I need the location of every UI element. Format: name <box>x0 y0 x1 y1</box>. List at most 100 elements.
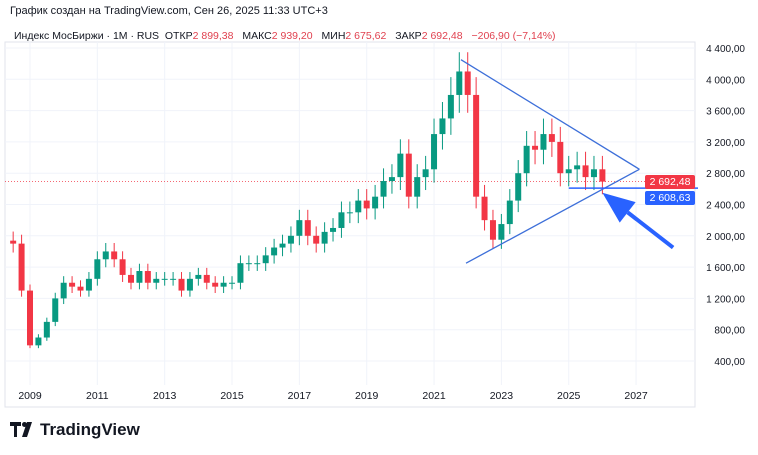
y-tick-label: 1 200,00 <box>706 294 745 305</box>
candle-body <box>94 259 101 279</box>
triangle-trendline <box>465 168 640 264</box>
arrow-shaft <box>626 210 675 250</box>
plot-border <box>4 41 696 408</box>
candle-body <box>262 255 269 264</box>
candle-body <box>178 278 185 291</box>
candle-body <box>321 231 328 244</box>
candle-body <box>85 278 92 291</box>
candle-body <box>119 259 126 275</box>
y-tick-label: 2 800,00 <box>706 169 745 180</box>
candle-body <box>220 282 227 287</box>
open-value: 2 899,38 <box>192 30 234 42</box>
candle-body <box>397 153 404 178</box>
candle-body <box>599 169 606 182</box>
candle-body <box>102 251 109 260</box>
y-tick-label: 4 400,00 <box>706 44 745 55</box>
x-tick-label: 2009 <box>18 390 42 402</box>
candle-body <box>439 118 446 135</box>
candle-body <box>144 271 151 283</box>
candle-body <box>271 247 278 256</box>
x-tick-label: 2011 <box>86 390 109 402</box>
candle-body <box>313 235 320 244</box>
candle-body <box>532 145 539 150</box>
candle-body <box>186 278 193 291</box>
candle-body <box>363 200 370 209</box>
x-tick-label: 2017 <box>288 390 312 402</box>
candle-body <box>52 298 59 322</box>
candle-body <box>10 240 17 244</box>
candle-body <box>431 134 438 170</box>
candle-body <box>590 169 597 178</box>
candle-body <box>229 282 236 284</box>
candle-body <box>60 282 67 299</box>
candle-body <box>35 337 42 346</box>
candle-body <box>548 134 555 142</box>
candle-body <box>212 282 219 287</box>
candle-body <box>422 169 429 178</box>
candle-body <box>153 278 160 283</box>
candle-body <box>447 94 454 119</box>
line-price-tag: 2 608,63 <box>645 191 695 205</box>
candle-body <box>346 212 353 214</box>
y-tick-label: 2 000,00 <box>706 232 745 243</box>
x-tick-label: 2025 <box>557 390 581 402</box>
candle-body <box>245 263 252 265</box>
candle-body <box>557 141 564 174</box>
close-value: 2 692,48 <box>421 30 463 42</box>
candle-body <box>355 200 362 213</box>
candle-body <box>69 282 76 287</box>
candle-body <box>388 177 395 182</box>
candle-body <box>27 290 33 346</box>
y-tick-label: 3 200,00 <box>706 138 745 149</box>
y-tick-label: 3 600,00 <box>706 107 745 118</box>
candle-body <box>237 263 244 283</box>
candle-body <box>254 263 261 265</box>
candle-body <box>287 235 294 244</box>
candle-body <box>338 212 345 228</box>
change-value: −206,90 (−7,14%) <box>471 30 556 42</box>
y-tick-label: 800,00 <box>714 326 745 337</box>
candle-body <box>304 220 311 236</box>
candle-body <box>456 71 463 95</box>
x-tick-label: 2013 <box>153 390 177 402</box>
candle-body <box>77 286 84 291</box>
candle-body <box>405 153 412 197</box>
chart-caption: График создан на TradingView.com, Сен 26… <box>10 5 328 17</box>
candle-body <box>473 94 480 197</box>
y-tick-label: 400,00 <box>714 357 745 368</box>
candle-body <box>203 274 210 283</box>
high-value: 2 939,20 <box>271 30 313 42</box>
candle-body <box>380 181 387 197</box>
high-label: МАКС <box>242 30 272 42</box>
symbol-legend: Индекс МосБиржи · 1M · RUS ОТКР2 899,38 … <box>14 30 562 42</box>
logo-text: TradingView <box>40 420 140 439</box>
x-tick-label: 2023 <box>490 390 514 402</box>
x-tick-label: 2015 <box>220 390 244 402</box>
candle-body <box>489 220 496 240</box>
candle-body <box>111 251 118 260</box>
triangle-trendline <box>460 59 640 170</box>
candle-body <box>128 274 135 283</box>
y-tick-label: 2 400,00 <box>706 201 745 212</box>
candle-body <box>506 200 513 225</box>
candle-body <box>523 145 530 174</box>
candle-body <box>136 271 143 283</box>
candle-body <box>574 165 581 170</box>
candle-body <box>296 220 303 236</box>
candle-body <box>464 71 471 95</box>
candle-body <box>279 243 286 248</box>
last-price-tag: 2 692,48 <box>645 175 695 189</box>
y-tick-label: 1 600,00 <box>706 263 745 274</box>
candle-body <box>481 196 488 221</box>
candle-body <box>515 173 522 201</box>
low-value: 2 675,62 <box>345 30 387 42</box>
y-tick-label: 4 000,00 <box>706 75 745 86</box>
x-tick-label: 2019 <box>355 390 379 402</box>
tradingview-logo[interactable]: TradingView <box>10 420 140 440</box>
symbol-name[interactable]: Индекс МосБиржи · 1M · RUS <box>14 30 160 42</box>
x-tick-label: 2021 <box>422 390 446 402</box>
candle-body <box>18 243 25 291</box>
candle-body <box>195 274 202 279</box>
low-label: МИН <box>321 30 346 42</box>
